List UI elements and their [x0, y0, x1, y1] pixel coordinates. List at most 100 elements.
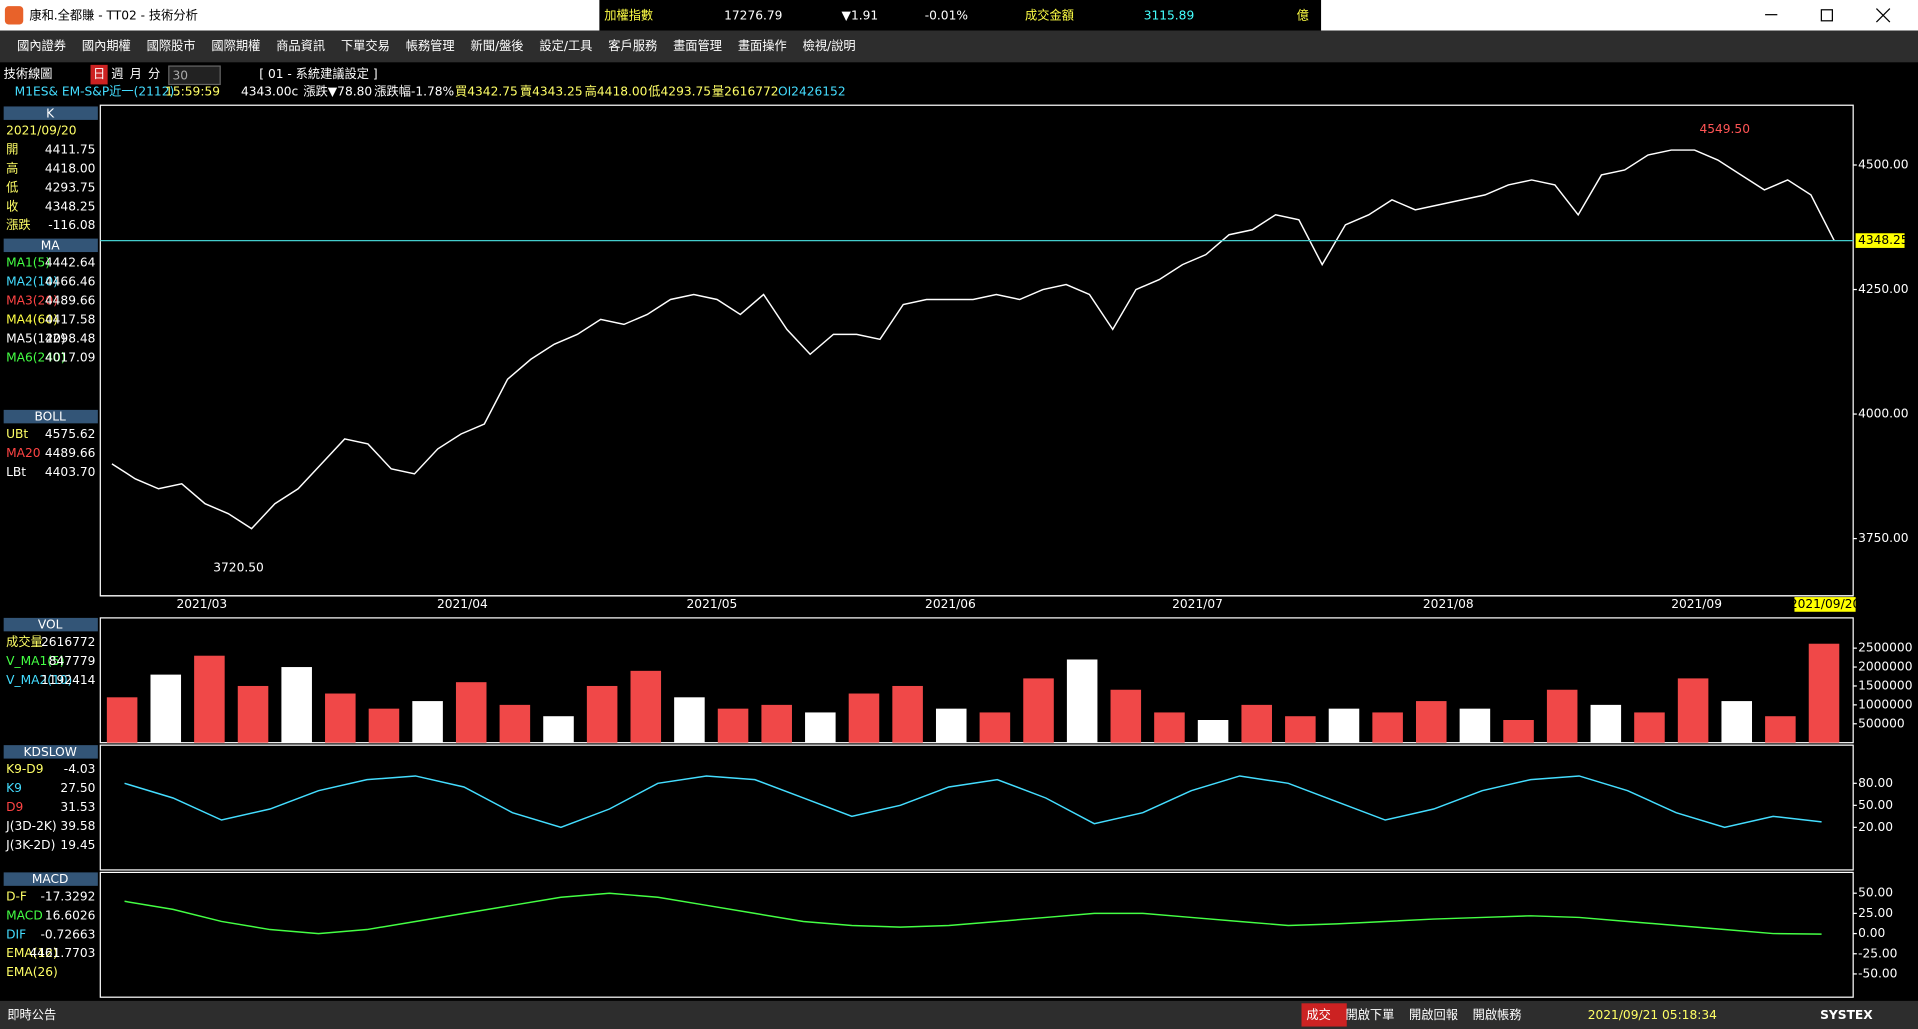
x-tick-label: 2021/03: [176, 597, 227, 611]
volume-bar: [1110, 689, 1142, 743]
row-value: 16.6026: [45, 908, 96, 922]
volume-bar: [717, 708, 749, 743]
turnover-label: 成交金額: [1025, 7, 1074, 22]
quote-field: 賣4343.25: [520, 83, 583, 98]
chart-frame: [99, 744, 1854, 871]
row-value: -0.72663: [40, 927, 95, 941]
row-value: 4466.46: [45, 275, 96, 289]
row-value: 847779: [49, 654, 96, 668]
series-line: [124, 775, 1822, 829]
panel-header-label: MA: [41, 238, 61, 252]
last-price-label: 4348.25: [1858, 233, 1909, 247]
volume-bar: [1066, 659, 1098, 743]
last-date: 2021/09/20: [1790, 597, 1860, 611]
status-button[interactable]: 開啟帳務: [1473, 1007, 1522, 1022]
quote-field: 漲跌幅-1.78%: [374, 83, 454, 98]
period-button[interactable]: 分: [148, 67, 160, 81]
last-price-box: [1855, 233, 1905, 248]
volume-bar: [1677, 678, 1709, 743]
row-value: -4.03: [64, 762, 96, 776]
chart-frame: [99, 871, 1854, 998]
row-label: MA2(10): [6, 275, 58, 289]
y-tick-label: 4500.00: [1858, 157, 1909, 171]
row-value: 4017.09: [45, 350, 96, 364]
quote-field: 4343.00c: [241, 84, 298, 98]
status-button[interactable]: 成交: [1306, 1007, 1330, 1022]
restore[interactable]: [1820, 9, 1833, 22]
menu-item[interactable]: 畫面管理: [673, 38, 722, 53]
panel-header: [3, 238, 98, 253]
volume-bar: [1023, 678, 1054, 743]
menu-item[interactable]: 設定/工具: [539, 38, 592, 53]
volume-bar: [805, 712, 836, 743]
quote-field: 買4342.75: [455, 84, 518, 98]
menu-item[interactable]: 新聞/盤後: [471, 38, 524, 53]
panel-header-label: MACD: [32, 872, 69, 886]
menu-item[interactable]: 國內證券: [17, 38, 66, 53]
period-button[interactable]: 月: [130, 67, 142, 81]
row-value: 4348.25: [45, 199, 96, 213]
y-tick-label: 50.00: [1858, 886, 1893, 900]
menu-item[interactable]: 客戶服務: [608, 38, 657, 53]
volume-bar: [1721, 701, 1753, 743]
brand: SYSTEX: [1820, 1008, 1873, 1022]
y-tick-label: 20.00: [1858, 820, 1893, 834]
panel-header: [3, 745, 98, 759]
menu-bar: [0, 30, 1918, 63]
close[interactable]: [1875, 8, 1891, 23]
menu-item[interactable]: 國際期權: [211, 39, 260, 53]
volume-bar: [281, 667, 312, 743]
status-button[interactable]: 開啟下單: [1346, 1007, 1395, 1022]
row-label: 成交量: [6, 634, 43, 649]
price-annotation: 4549.50: [1699, 122, 1750, 136]
row-label: 低: [6, 180, 18, 194]
period-button[interactable]: 週: [111, 67, 123, 81]
volume-bar: [106, 697, 138, 743]
row-label: MA4(60): [6, 312, 58, 326]
row-value: -116.08: [48, 218, 95, 232]
volume-bar: [455, 682, 487, 743]
turnover-value: 3115.89: [1144, 8, 1195, 22]
volume-bar: [499, 704, 531, 743]
panel-header: [3, 872, 98, 886]
notice[interactable]: 即時公告: [7, 1008, 56, 1022]
ticker-box: [599, 0, 1322, 31]
row-label: MA5(120): [6, 331, 66, 345]
menu-item[interactable]: 國際股市: [147, 38, 196, 53]
volume-bar: [1503, 719, 1534, 743]
series-line: [111, 149, 1835, 530]
volume-bar: [412, 701, 443, 743]
row-label: V_MA2(10): [6, 673, 72, 687]
quote-field: M1ES& EM-S&P近一(2112): [15, 84, 175, 98]
quote-field: 量2616772: [712, 84, 779, 98]
row-value: 19.45: [60, 838, 95, 852]
row-label: MA20: [6, 446, 40, 460]
x-tick-label: 2021/04: [437, 597, 488, 611]
y-tick-label: 50.00: [1858, 798, 1893, 812]
menu-item[interactable]: 帳務管理: [406, 38, 455, 53]
window-controls[interactable]: [1765, 8, 1891, 23]
row-label: EMA(12): [6, 946, 58, 960]
volume-bar: [1241, 704, 1272, 743]
menu-item[interactable]: 下單交易: [341, 38, 390, 53]
turnover-unit: 億: [1297, 8, 1309, 22]
volume-bar: [1546, 689, 1578, 743]
y-tick-label: 3750.00: [1858, 531, 1909, 545]
volume-bar: [761, 704, 792, 743]
status-button[interactable]: 開啟回報: [1409, 1007, 1458, 1022]
window-title: 康和.全都賺 - TT02 - 技術分析: [29, 7, 197, 22]
menu-item[interactable]: 商品資訊: [276, 38, 325, 53]
interval-select[interactable]: [168, 65, 221, 86]
period-button[interactable]: 日: [93, 67, 105, 81]
quote-field: OI2426152: [778, 84, 846, 98]
quote-field: 高4418.00: [585, 83, 648, 98]
volume-bar: [630, 670, 662, 743]
ticker-change-pct: -0.01%: [925, 8, 968, 22]
menu-item[interactable]: 檢視/說明: [803, 38, 856, 53]
menu-item[interactable]: 畫面操作: [738, 38, 787, 53]
menu-item[interactable]: 國內期權: [82, 39, 131, 53]
row-value: 4293.75: [45, 180, 96, 194]
row-value: 4489.66: [45, 446, 96, 460]
period-active: [90, 64, 108, 85]
app-icon: [4, 6, 24, 25]
